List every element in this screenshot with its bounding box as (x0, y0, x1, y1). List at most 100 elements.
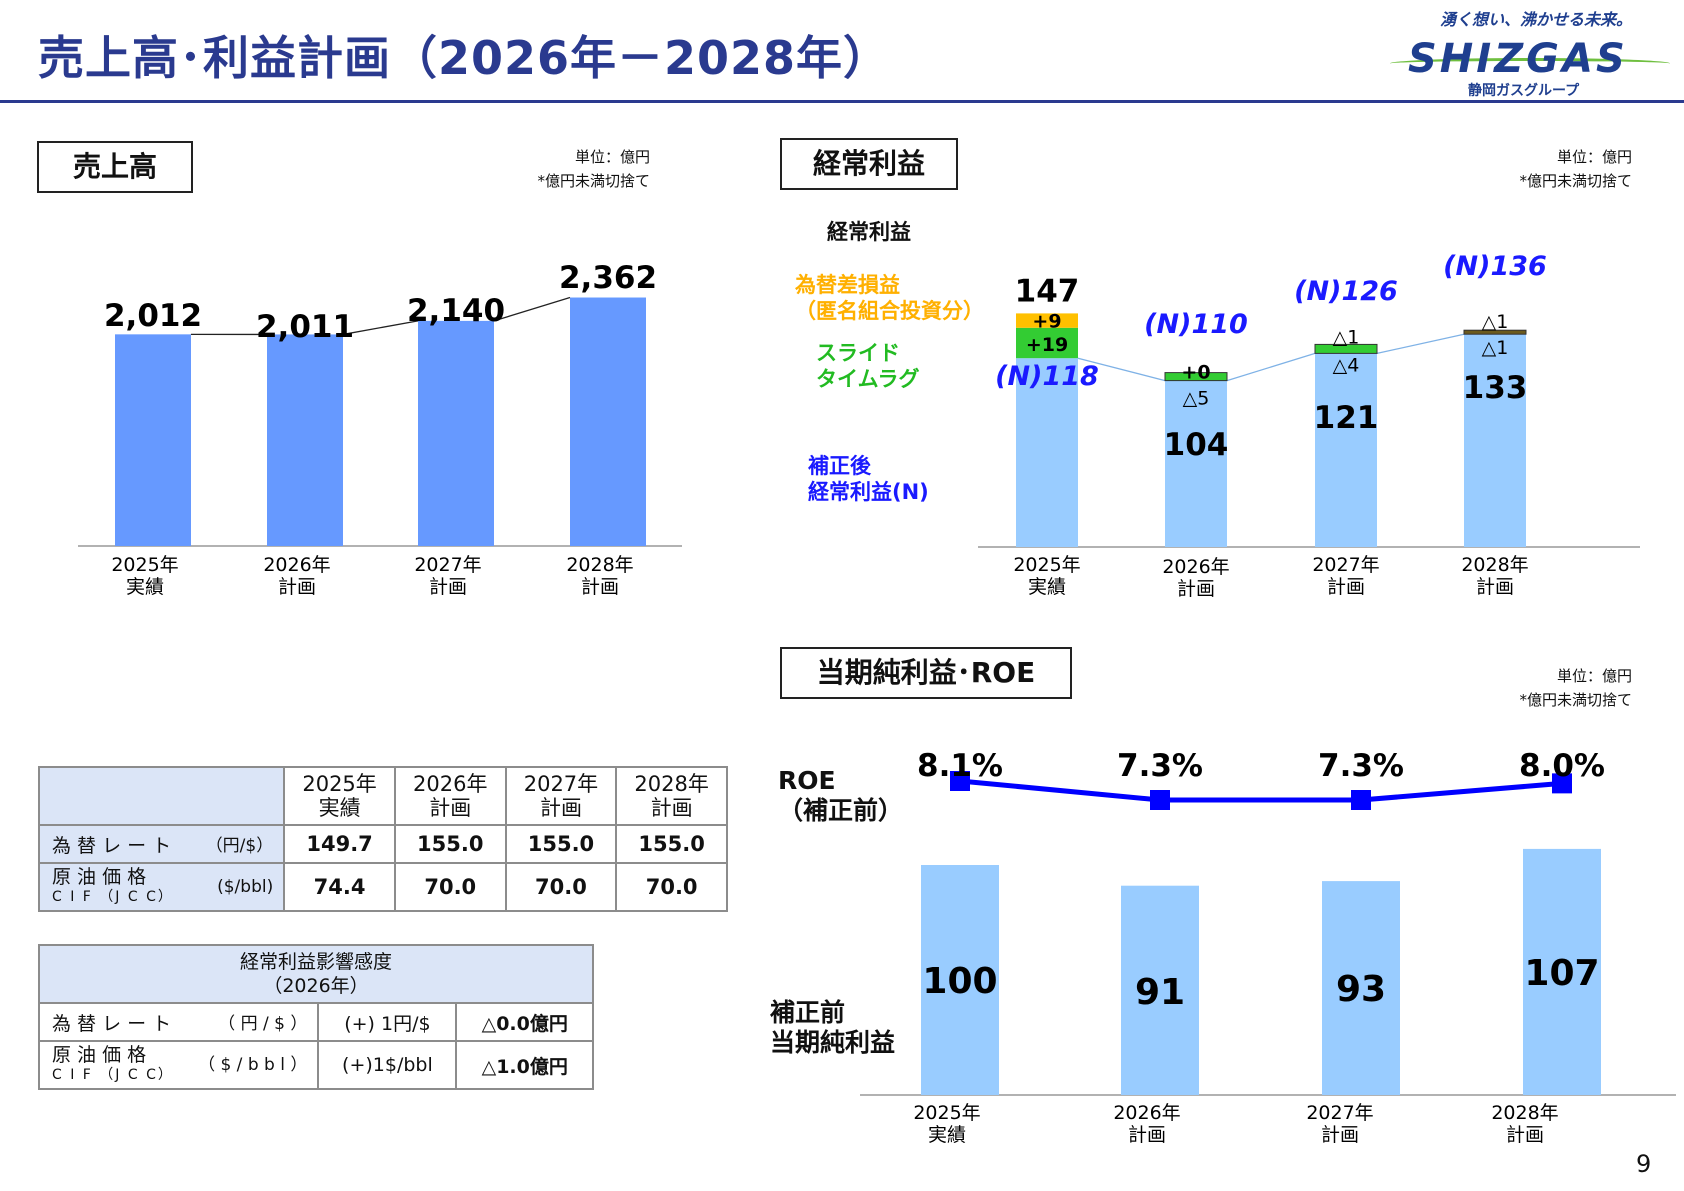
negative-adjustment-segment (1164, 372, 1228, 382)
sensitivity-title-line1: 経常利益影響感度 (239, 951, 392, 973)
fx-gain-label: +9 (1032, 311, 1061, 333)
rate-header-kind: 計画 (650, 796, 693, 820)
adjusted-connector-line (1376, 333, 1465, 355)
net-income-label: 93 (1336, 969, 1386, 1010)
net-income-bar (1121, 885, 1199, 1095)
sensitivity-row-name: 為 替 レ ー ト (52, 1012, 172, 1035)
legend-slide-line2: タイムラグ (816, 367, 920, 391)
net-income-bar (1523, 848, 1601, 1095)
logo-swoosh-icon (1390, 58, 1670, 69)
net-section-label: 当期純利益･ROE (780, 647, 1072, 699)
rate-cell: 149.7 (283, 824, 396, 864)
rate-header-year: 2025年 (302, 772, 377, 796)
net-income-label: 107 (1524, 953, 1599, 994)
adjusted-profit-bar (1016, 358, 1078, 547)
sales-connector-line (342, 320, 419, 336)
sales-connector-line (493, 296, 571, 322)
roe-value-label: 7.3% (1318, 748, 1404, 784)
fx-gain-segment (1016, 313, 1078, 328)
sales-bar (267, 334, 343, 546)
x-tick-label: 2027年 (414, 554, 481, 576)
adjusted-profit-label: 104 (1164, 427, 1229, 463)
sales-chart: 2,012 2,011 2,1402,3622025年実績2026年計画2027年計… (78, 260, 682, 598)
adjusted-profit-bar (1165, 380, 1227, 547)
fx-gain-label: △1 (1482, 311, 1509, 333)
legend-n-line2: 経常利益(N) (808, 480, 929, 504)
sales-section-label: 売上高 (37, 141, 193, 193)
ordinary-unit-text: 単位：億円 (1556, 148, 1632, 166)
rate-cell: 155.0 (615, 824, 728, 864)
sales-bar (570, 297, 646, 546)
slide-timelag-label: △4 (1333, 354, 1360, 376)
negative-adjustment-segment (1463, 329, 1527, 335)
legend-fx-line2: （匿名組合投資分） (795, 299, 984, 323)
rate-table-header: 2028年 計画 (615, 766, 728, 826)
sensitivity-title: 経常利益影響感度 （2026年） (38, 944, 594, 1004)
n-value-label: (N)110 (1144, 309, 1248, 340)
page-title: 売上高･利益計画（2026年－2028年） (38, 31, 891, 85)
x-tick-label: 2027年 (1312, 554, 1379, 576)
net-income-label: 91 (1135, 972, 1185, 1013)
sales-unit: 単位：億円 *億円未満切捨て (470, 145, 650, 193)
table-row: （ $ / b b l ） 原 油 価 格 C I F （J C C） (+)1… (37, 1040, 594, 1090)
sales-data-label: 2,140 (407, 293, 505, 329)
sales-data-label: 2,011 (256, 309, 354, 345)
rate-row-name: 為 替 レ ー ト (52, 834, 172, 857)
fx-gain-label: △1 (1333, 326, 1360, 348)
roe-label: ROE （補正前） (778, 766, 903, 826)
x-tick-label: 2028年 (1461, 554, 1528, 576)
slide-timelag-segment (1016, 327, 1078, 359)
net-income-label: 補正前 当期純利益 (770, 998, 895, 1058)
rate-row-unit: ($/bbl) (217, 877, 274, 897)
net-income-bar (921, 865, 999, 1095)
sensitivity-change: (+)1$/bbl (317, 1040, 458, 1090)
sensitivity-row-unit: （ 円 / $ ） (218, 1013, 308, 1034)
x-tick-label: 計画 (1321, 1124, 1359, 1146)
logo-group-name: 静岡ガスグループ (1468, 83, 1580, 99)
roe-value-label: 7.3% (1117, 748, 1203, 784)
adjusted-profit-bar (1464, 334, 1526, 547)
ordinary-section-label: 経常利益 (780, 138, 958, 190)
rate-row-unit: （円/$） (205, 835, 274, 856)
sales-note-text: *億円未満切捨て (537, 172, 650, 190)
legend-n: 補正後 経常利益(N) (808, 453, 929, 505)
roe-label-line1: ROE (778, 766, 836, 795)
sensitivity-row-label: 為 替 レ ー ト （ 円 / $ ） (37, 1002, 320, 1042)
net-income-label: 100 (922, 961, 997, 1002)
x-tick-label: 計画 (1177, 578, 1215, 600)
logo-tagline: 湧く想い、沸かせる未来。 (1440, 10, 1633, 29)
fx-gain-label: △5 (1183, 388, 1210, 410)
roe-marker (1351, 790, 1371, 810)
rate-row-label: 為 替 レ ー ト （円/$） (37, 824, 286, 864)
rate-row-label: ($/bbl) 原 油 価 格 C I F （J C C） (37, 862, 286, 912)
x-tick-label: 計画 (429, 576, 467, 598)
x-tick-label: 2025年 (111, 554, 178, 576)
slide-timelag-label: +0 (1181, 362, 1210, 384)
table-row: 為 替 レ ー ト （円/$） 149.7 155.0 155.0 155.0 (37, 824, 728, 864)
rate-header-kind: 計画 (539, 796, 582, 820)
rate-table-header: 2025年 実績 (283, 766, 396, 826)
n-value-label: (N)126 (1294, 276, 1398, 307)
rate-row-subname: C I F （J C C） (52, 889, 174, 905)
roe-marker (1150, 790, 1170, 810)
sensitivity-row-subname: C I F （J C C） (52, 1067, 174, 1083)
adjusted-profit-label: 133 (1463, 370, 1528, 406)
title-divider (0, 100, 1684, 103)
rate-table-header: 2026年 計画 (393, 766, 507, 826)
rate-cell: 70.0 (615, 862, 728, 912)
net-unit: 単位：億円 *億円未満切捨て (1452, 664, 1632, 712)
adjusted-profit-bar (1315, 353, 1377, 547)
table-row: ($/bbl) 原 油 価 格 C I F （J C C） 74.4 70.0 … (37, 862, 728, 912)
x-tick-label: 2025年 (1013, 554, 1080, 576)
n-value-label: (N)136 (1443, 251, 1547, 282)
n-value-label: (N)118 (995, 361, 1099, 392)
x-tick-label: 計画 (1476, 576, 1514, 598)
rate-header-year: 2028年 (634, 772, 709, 796)
sales-data-label: 2,362 (559, 260, 657, 296)
sales-unit-text: 単位：億円 (574, 148, 650, 166)
sensitivity-row-name: 原 油 価 格 (52, 1044, 147, 1066)
sensitivity-impact: △0.0億円 (455, 1002, 594, 1042)
sensitivity-row-unit: （ $ / b b l ） (198, 1055, 308, 1075)
